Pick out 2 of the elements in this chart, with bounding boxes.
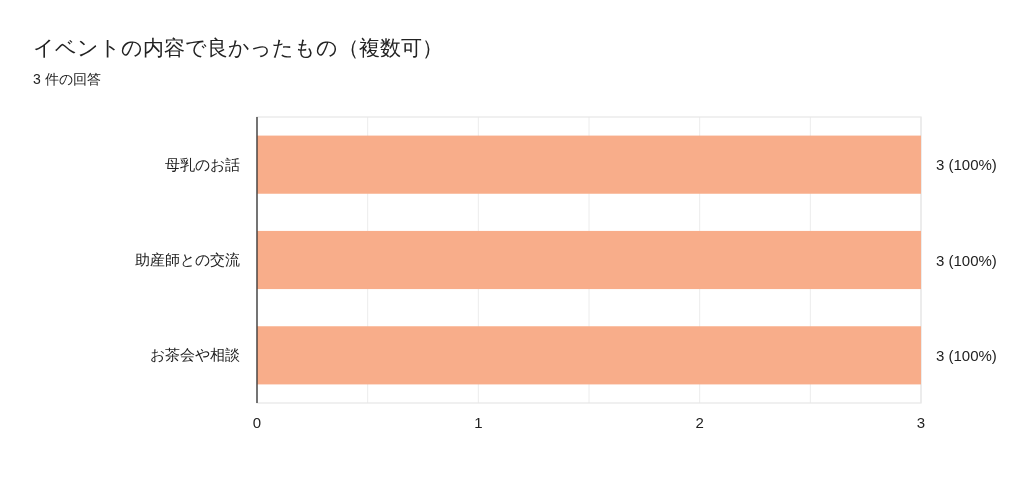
subtitle: 3 件の回答 xyxy=(33,71,101,87)
title: イベントの内容で良かったもの（複数可） xyxy=(33,36,443,59)
